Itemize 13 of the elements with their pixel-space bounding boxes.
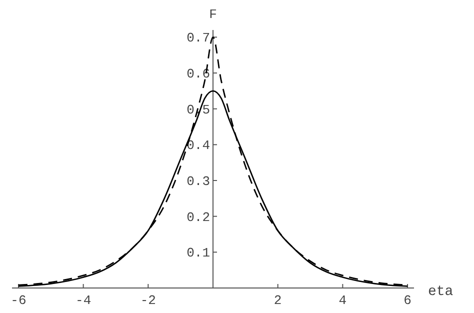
y-tick-label: 0.7: [186, 30, 210, 46]
x-tick-label: 6: [404, 293, 412, 308]
x-tick-label: 2: [274, 293, 282, 308]
x-tick-label: -6: [10, 293, 26, 308]
y-tick-label: 0.3: [186, 174, 210, 190]
y-tick-label: 0.6: [186, 66, 210, 82]
y-tick-label: 0.1: [186, 246, 210, 261]
y-axis-title: F: [209, 7, 217, 22]
y-tick-label: 0.2: [186, 210, 210, 225]
x-tick-label: -2: [140, 293, 156, 308]
x-tick-label: -4: [76, 293, 92, 308]
x-axis-title: eta: [428, 284, 454, 300]
x-tick-label: 4: [338, 293, 347, 308]
